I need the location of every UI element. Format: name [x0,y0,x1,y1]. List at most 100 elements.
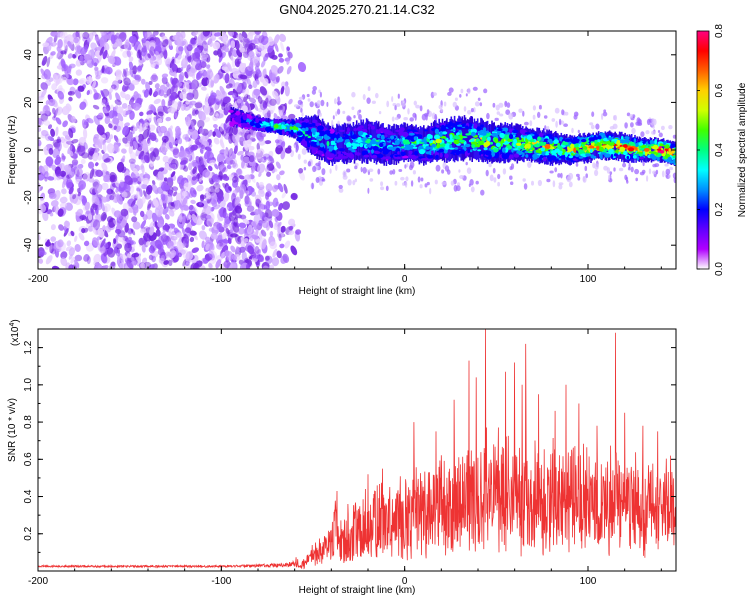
heatmap-noise-cell [59,202,68,208]
heatmap-scatter-cell [298,96,304,100]
heatmap-noise-cell [269,98,277,106]
heatmap-noise-cell [148,104,155,111]
heatmap-scatter-cell [346,116,352,122]
heatmap-signal-cell [623,144,628,148]
heatmap-noise-cell [101,213,107,221]
heatmap-noise-cell [74,235,78,243]
heatmap-noise-cell [145,194,151,200]
heatmap-noise-cell [149,45,156,56]
heatmap-noise-cell [277,105,284,111]
heatmap-noise-cell [246,263,251,269]
snr-x-tick-label: 100 [580,576,597,587]
heatmap-noise-cell [209,241,215,251]
heatmap-noise-cell [56,46,61,53]
heatmap-noise-cell [46,56,51,68]
heatmap-noise-cell [210,232,219,240]
heatmap-scatter-cell [402,182,406,186]
heatmap-noise-cell [248,31,256,36]
heatmap-noise-cell [117,138,122,144]
heatmap-noise-cell [271,209,280,217]
heatmap-scatter-cell [389,170,394,175]
heatmap-noise-cell [120,158,125,163]
heatmap-noise-cell [181,204,190,211]
heatmap-noise-cell [116,161,125,173]
heatmap-noise-cell [70,161,78,172]
heatmap-scatter-cell [380,186,385,191]
heatmap-signal-cell [319,130,326,136]
heatmap-noise-cell [87,225,94,232]
heatmap-noise-cell [102,143,107,153]
heatmap-scatter-cell [354,165,358,170]
heatmap-signal-cell [382,149,390,153]
heatmap-signal-cell [363,154,370,158]
heatmap-noise-cell [133,206,139,214]
heatmap-noise-cell [290,245,298,256]
heatmap-signal-cell [471,131,476,137]
heatmap-noise-cell [283,183,288,194]
heatmap-signal-cell [375,129,380,132]
heatmap-band-cell [563,134,566,163]
heatmap-scatter-cell [639,171,645,176]
heatmap-band-cell [399,124,402,161]
heatmap-noise-cell [238,246,246,253]
heatmap-signal-cell [532,154,537,159]
heatmap-scatter-cell [538,104,542,110]
heatmap-noise-cell [50,248,57,255]
heatmap-signal-cell [638,142,644,146]
heatmap-signal-cell [351,149,356,153]
heatmap-signal-cell [672,155,676,159]
heatmap-noise-cell [55,117,62,125]
heatmap-scatter-cell [522,178,526,182]
heatmap-noise-cell [61,188,67,195]
heatmap-band-cell [337,124,339,163]
heatmap-signal-cell [451,150,457,154]
heatmap-noise-cell [106,216,113,223]
heatmap-noise-cell [215,98,220,106]
heatmap-signal-cell [558,156,563,159]
heatmap-band-cell [336,123,338,162]
heatmap-noise-cell [78,180,87,190]
heatmap-signal-cell [568,155,574,159]
heatmap-signal-cell [270,121,274,127]
heatmap-scatter-cell [510,163,515,170]
heatmap-noise-cell [150,74,159,83]
heatmap-noise-cell [170,171,176,178]
heatmap-signal-cell [402,155,409,159]
heatmap-noise-cell [252,55,261,67]
heatmap-noise-cell [39,192,46,201]
heatmap-scatter-cell [367,187,370,194]
heatmap-noise-cell [217,193,224,202]
heatmap-signal-cell [544,144,551,149]
heatmap-noise-cell [288,98,293,105]
heatmap-signal-cell [599,141,606,144]
heatmap-noise-cell [183,237,190,245]
heatmap-signal-cell [668,148,671,153]
heatmap-noise-cell [257,95,263,104]
heatmap-noise-cell [147,199,152,209]
heatmap-signal-cell [434,128,439,135]
heatmap-noise-cell [149,37,155,42]
heatmap-band-cell [470,116,472,158]
heatmap-signal-cell [597,135,602,140]
heatmap-scatter-cell [458,169,461,173]
heatmap-signal-cell [606,134,609,138]
heatmap-noise-cell [140,262,146,269]
heatmap-noise-cell [203,40,207,45]
heatmap-noise-cell [97,228,105,238]
heatmap-scatter-cell [626,180,629,184]
heatmap-signal-cell [458,139,466,143]
heatmap-noise-cell [246,139,253,145]
heatmap-scatter-cell [385,185,389,191]
heatmap-signal-cell [439,131,443,137]
heatmap-scatter-cell [594,163,599,170]
heatmap-noise-cell [163,260,169,265]
heatmap-scatter-cell [368,168,374,173]
heatmap-noise-cell [121,102,128,109]
heatmap-signal-cell [399,138,403,142]
heatmap-noise-cell [252,130,257,139]
heatmap-noise-cell [258,172,262,178]
heatmap-noise-cell [124,122,130,127]
heatmap-noise-cell [58,224,64,231]
heatmap-signal-cell [317,125,324,131]
